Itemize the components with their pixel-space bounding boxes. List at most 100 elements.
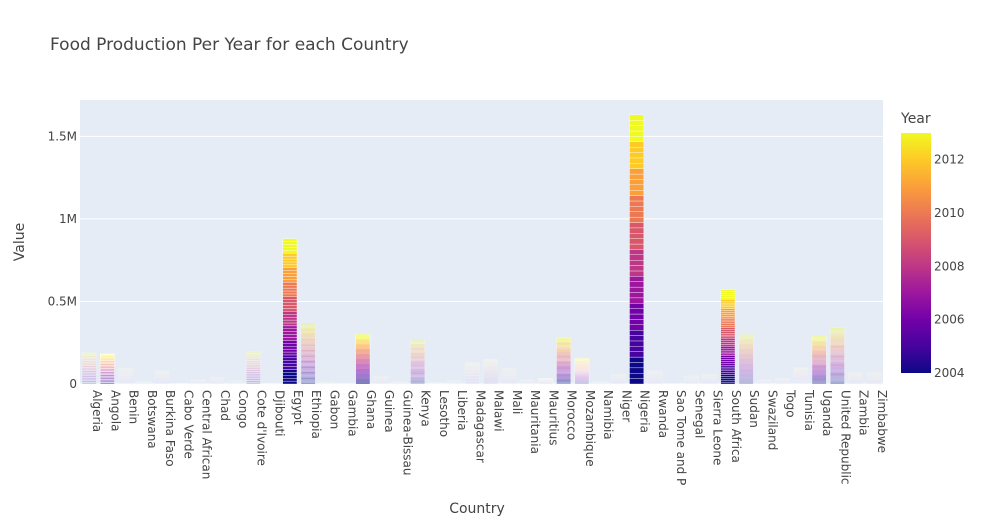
bar-segment bbox=[629, 136, 644, 142]
bar-segment bbox=[629, 303, 644, 309]
bar-segment bbox=[282, 346, 298, 350]
bar-group bbox=[465, 362, 480, 385]
bar-segment bbox=[81, 380, 97, 382]
bar-segment bbox=[246, 351, 261, 353]
bar-segment bbox=[300, 369, 316, 371]
bar-segment bbox=[830, 336, 845, 339]
bar-segment bbox=[629, 195, 644, 202]
bar-segment bbox=[410, 373, 425, 375]
y-tick-label: 1.5M bbox=[48, 129, 77, 143]
bar-segment bbox=[830, 352, 845, 354]
bar-segment bbox=[830, 356, 845, 359]
bar-group bbox=[355, 334, 371, 385]
bar-segment bbox=[410, 357, 425, 359]
bar-segment bbox=[629, 233, 644, 239]
bar-segment bbox=[282, 328, 298, 332]
bar-segment bbox=[720, 321, 736, 324]
bar-segment bbox=[246, 367, 261, 369]
x-tick-label: Ethiopia bbox=[309, 390, 323, 439]
bar-group bbox=[793, 367, 809, 385]
bar-segment bbox=[720, 368, 736, 371]
bar-group bbox=[227, 380, 243, 385]
bar-segment bbox=[410, 381, 425, 383]
bar-group bbox=[775, 378, 790, 385]
bar-segment bbox=[720, 353, 736, 356]
bar-segment bbox=[574, 358, 590, 360]
bar-segment bbox=[720, 334, 736, 338]
bar-segment bbox=[246, 357, 261, 359]
bar-segment bbox=[629, 362, 644, 369]
bar-segment bbox=[830, 374, 845, 377]
x-tick-label: Mauritania bbox=[528, 390, 542, 454]
bar-segment bbox=[410, 358, 425, 361]
bar-segment bbox=[300, 347, 316, 349]
bar-segment bbox=[410, 359, 425, 361]
bar-segment bbox=[629, 292, 644, 299]
bar-segment bbox=[410, 366, 425, 369]
bar-segment bbox=[410, 382, 425, 385]
bar-segment bbox=[282, 314, 298, 318]
bar-segment bbox=[720, 304, 736, 307]
bar-segment bbox=[81, 380, 97, 382]
bar-segment bbox=[830, 359, 845, 361]
bar-group bbox=[100, 353, 115, 385]
bar-segment bbox=[300, 367, 316, 370]
bar-segment bbox=[81, 366, 97, 368]
bar-segment bbox=[410, 375, 425, 378]
bar-segment bbox=[300, 377, 316, 380]
bar-segment bbox=[300, 348, 316, 350]
bar-segment bbox=[410, 372, 425, 374]
bar-segment bbox=[300, 382, 316, 385]
bar-segment bbox=[246, 356, 261, 358]
bar-segment bbox=[830, 361, 845, 363]
bar-segment bbox=[300, 328, 316, 331]
bar-segment bbox=[410, 357, 425, 360]
bar-segment bbox=[282, 287, 298, 292]
bar-segment bbox=[81, 375, 97, 377]
bar-segment bbox=[282, 264, 298, 268]
x-tick-label: Algeria bbox=[90, 390, 104, 432]
bar-segment bbox=[720, 329, 736, 332]
bar-segment bbox=[300, 370, 316, 372]
x-axis-title: Country bbox=[449, 501, 505, 517]
bar-segment bbox=[300, 337, 316, 339]
bar-segment bbox=[738, 335, 754, 337]
bar-segment bbox=[629, 227, 644, 234]
bar-segment bbox=[282, 363, 298, 367]
bar-segment bbox=[100, 353, 115, 355]
bar-segment bbox=[830, 343, 845, 345]
bar-segment bbox=[629, 367, 644, 374]
bar-segment bbox=[720, 289, 736, 292]
bar-segment bbox=[830, 334, 845, 336]
bar-segment bbox=[246, 365, 261, 367]
bar-segment bbox=[720, 299, 736, 302]
x-tick-label: Chad bbox=[218, 390, 232, 421]
bar-segment bbox=[629, 163, 644, 169]
bar-group bbox=[118, 368, 133, 385]
bar-segment bbox=[300, 355, 316, 358]
x-tick-label: Benin bbox=[127, 390, 141, 424]
bar-segment bbox=[282, 308, 298, 312]
bar-group bbox=[501, 368, 517, 385]
bar-segment bbox=[830, 365, 845, 368]
bar-segment bbox=[738, 337, 754, 339]
bar-segment bbox=[556, 337, 571, 339]
bar-segment bbox=[246, 370, 261, 372]
bar-segment bbox=[629, 254, 644, 261]
bar-segment bbox=[410, 351, 425, 353]
bar-segment bbox=[81, 371, 97, 373]
bar-group bbox=[538, 378, 553, 385]
bar-segment bbox=[246, 369, 261, 371]
bar-segment bbox=[282, 369, 298, 373]
bar-segment bbox=[81, 352, 97, 354]
bar-segment bbox=[246, 379, 261, 381]
bar-segment bbox=[410, 350, 425, 353]
bar-segment bbox=[300, 341, 316, 343]
bar-segment bbox=[720, 331, 736, 334]
bar-segment bbox=[629, 249, 644, 255]
bar-segment bbox=[282, 261, 298, 266]
bar-segment bbox=[246, 379, 261, 381]
bar-segment bbox=[246, 374, 261, 376]
bar-segment bbox=[720, 351, 736, 355]
bar-segment bbox=[246, 368, 261, 370]
